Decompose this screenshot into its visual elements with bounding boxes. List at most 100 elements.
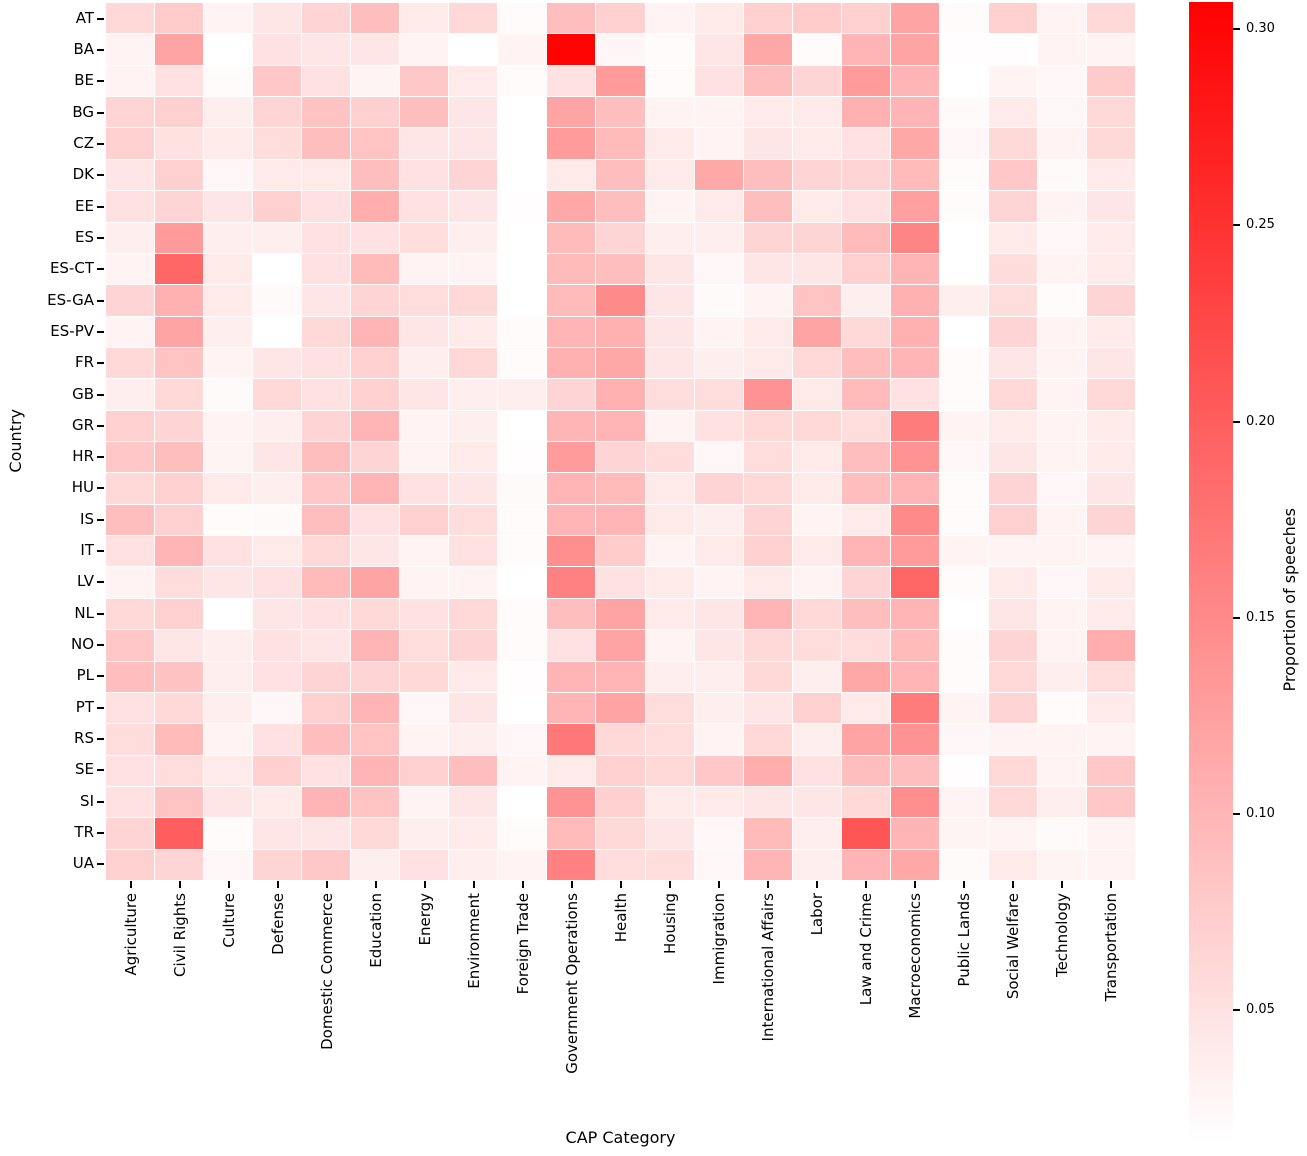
heatmap-cell [792,379,841,410]
heatmap-cell [498,818,547,849]
x-tick-label-wrap: Housing [660,893,680,954]
heatmap-cell [498,630,547,661]
heatmap-cell [596,442,645,473]
heatmap-cell [1037,65,1086,97]
heatmap-cell [400,347,449,379]
heatmap-cell [694,285,743,316]
y-tick-label: PT [75,697,94,716]
heatmap-cell [743,504,792,536]
y-tick-label: BG [72,102,94,121]
heatmap-cell [1037,97,1086,128]
heatmap-cell [988,3,1037,34]
heatmap-cell [890,191,939,222]
heatmap-cell [645,159,694,191]
heatmap-cell [106,504,155,536]
heatmap-cell [106,128,155,159]
heatmap-cell [449,191,498,222]
heatmap-cell [743,3,792,34]
heatmap-cell [1086,536,1135,567]
heatmap-cell [253,786,302,818]
heatmap-cell [400,724,449,755]
heatmap-cell [155,316,204,347]
y-tick-mark [97,612,104,615]
heatmap-cell [106,222,155,253]
y-tick-mark [97,832,104,835]
heatmap-cell [1037,598,1086,630]
heatmap-cell [988,786,1037,818]
heatmap-cell [694,692,743,724]
heatmap-cell [1086,724,1135,755]
x-tick-label: Health [611,893,630,943]
y-tick-label: ES-PV [50,321,94,340]
heatmap-cell [1037,410,1086,441]
colorbar-tick-mark [1233,28,1240,31]
heatmap-cell [498,536,547,567]
x-tick-label: Transportation [1101,893,1120,1002]
heatmap-cell [792,442,841,473]
heatmap-cell [596,159,645,191]
x-tick-label: Civil Rights [170,893,189,977]
heatmap-cell [498,786,547,818]
y-tick-label: GR [71,415,94,434]
heatmap-cell [547,661,596,692]
heatmap-cell [106,536,155,567]
heatmap-cell [743,253,792,285]
heatmap-cell [449,567,498,598]
heatmap-cell [939,65,988,97]
heatmap-cell [253,379,302,410]
heatmap-cell [645,34,694,65]
heatmap-cell [498,504,547,536]
heatmap-cell [694,128,743,159]
heatmap-cell [645,755,694,786]
heatmap-cell [400,849,449,880]
heatmap-cell [1086,65,1135,97]
heatmap-cell [939,504,988,536]
heatmap-cell [792,473,841,504]
heatmap-cell [841,3,890,34]
y-tick-mark [97,550,104,553]
heatmap-cell [449,34,498,65]
heatmap-cell [890,598,939,630]
heatmap-cell [253,504,302,536]
heatmap-cell [841,786,890,818]
heatmap-cell [155,97,204,128]
heatmap-cell [743,379,792,410]
x-tick-label-wrap: Environment [464,893,484,989]
heatmap-cell [645,65,694,97]
heatmap-cell [449,159,498,191]
heatmap-cell [939,442,988,473]
heatmap-cell [890,755,939,786]
heatmap-cell [988,630,1037,661]
heatmap-cell [547,630,596,661]
heatmap-cell [253,253,302,285]
heatmap-cell [1086,191,1135,222]
y-tick-mark [97,330,104,333]
heatmap-cell [547,379,596,410]
heatmap-cell [841,755,890,786]
heatmap-cell [792,316,841,347]
heatmap-cell [351,3,400,34]
heatmap-cell [596,191,645,222]
heatmap-cell [694,849,743,880]
heatmap-cell [645,598,694,630]
heatmap-cell [106,285,155,316]
x-tick-label: Labor [807,893,826,936]
heatmap-cell [449,222,498,253]
x-axis-title: CAP Category [565,1128,676,1147]
heatmap-cell [253,724,302,755]
heatmap-cell [106,159,155,191]
heatmap-cell [204,159,253,191]
y-tick-mark [97,17,104,20]
heatmap-cell [302,285,351,316]
heatmap-cell [155,253,204,285]
heatmap-cell [1086,222,1135,253]
y-tick-mark [97,769,104,772]
heatmap-cell [743,630,792,661]
x-tick-label-wrap: Labor [807,893,827,935]
y-tick-label: CZ [73,133,94,152]
heatmap-cell [1037,818,1086,849]
heatmap-cell [841,65,890,97]
heatmap-cell [449,128,498,159]
colorbar-tick-mark [1233,616,1240,619]
